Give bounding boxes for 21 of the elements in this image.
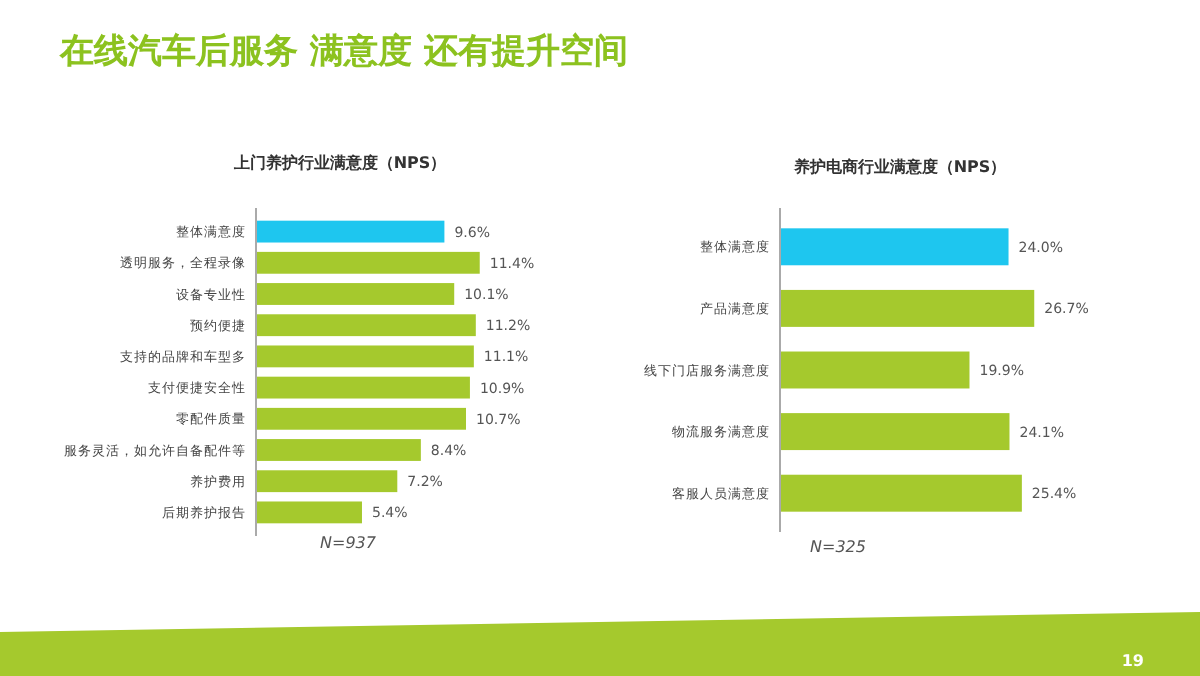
text: N=325 xyxy=(810,538,866,556)
bar xyxy=(256,501,362,524)
bar xyxy=(256,376,470,399)
bar xyxy=(780,474,1022,512)
chart-title: 上门养护行业满意度（NPS） xyxy=(231,152,447,172)
annotation: N=937 xyxy=(320,534,378,552)
bar xyxy=(256,314,476,337)
bar xyxy=(780,413,1010,451)
bar xyxy=(256,407,466,430)
bar xyxy=(780,351,970,389)
bar xyxy=(256,439,421,461)
text: 在线汽车后服务 满意度 还有提升空间 xyxy=(58,32,628,72)
bar xyxy=(256,220,445,243)
bar xyxy=(256,470,398,493)
bar xyxy=(256,345,474,368)
text: 19 xyxy=(1121,652,1145,670)
bar xyxy=(256,251,480,274)
bar xyxy=(780,228,1009,266)
chart-title: 养护电商行业满意度（NPS） xyxy=(791,156,1007,176)
bar xyxy=(256,283,455,305)
bar xyxy=(780,289,1035,327)
